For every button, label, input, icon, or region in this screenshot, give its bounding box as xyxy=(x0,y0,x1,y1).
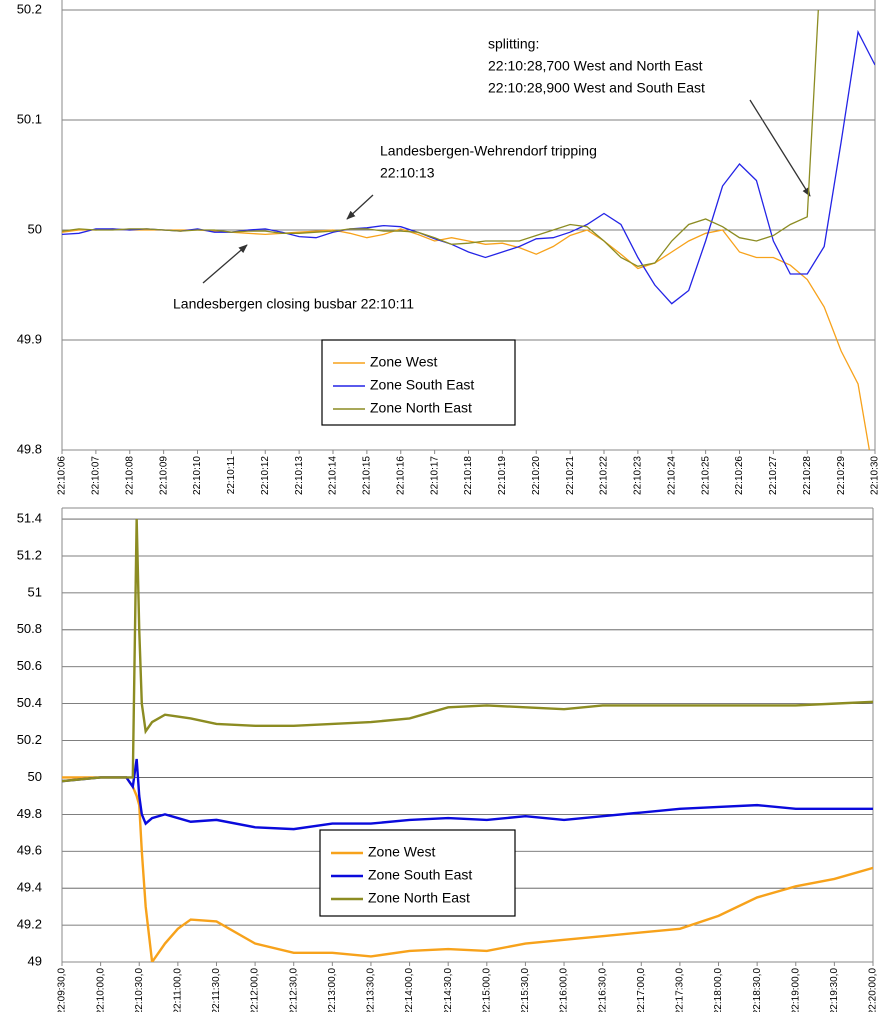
annotation-arrow xyxy=(749,99,811,197)
legend-label: Zone North East xyxy=(370,400,472,416)
x-tick-label: 22:12:30,0 xyxy=(288,968,299,1012)
x-tick-label: 22:20:00,0 xyxy=(868,968,879,1012)
x-tick-label: 22:16:00,0 xyxy=(559,968,570,1012)
x-tick-label: 22:10:06 xyxy=(57,456,68,495)
x-tick-label: 22:13:00,0 xyxy=(327,968,338,1012)
x-tick-label: 22:16:30,0 xyxy=(597,968,608,1012)
x-tick-label: 22:10:13 xyxy=(294,456,305,495)
x-tick-label: 22:10:16 xyxy=(395,456,406,495)
y-tick-label: 49.8 xyxy=(17,806,42,821)
x-tick-label: 22:10:21 xyxy=(565,456,576,495)
annotation: 22:10:28,900 West and South East xyxy=(488,80,705,96)
plot-area xyxy=(62,519,873,962)
y-tick-label: 49.8 xyxy=(17,441,42,456)
y-tick-label: 50 xyxy=(28,769,42,784)
legend-box xyxy=(321,339,516,426)
x-tick-label: 22:18:00,0 xyxy=(713,968,724,1012)
x-tick-label: 22:10:30,0 xyxy=(134,968,145,1012)
x-tick-label: 22:10:09 xyxy=(158,456,169,495)
legend-label: Zone West xyxy=(368,844,436,860)
x-tick-label: 22:10:14 xyxy=(328,456,339,495)
x-tick-label: 22:10:20 xyxy=(531,456,542,495)
x-tick-label: 22:10:29 xyxy=(836,456,847,495)
y-tick-label: 49.6 xyxy=(17,843,42,858)
series-line xyxy=(62,10,819,267)
x-tick-label: 22:10:19 xyxy=(497,456,508,495)
y-tick-label: 49.4 xyxy=(17,880,42,895)
y-tick-label: 50.2 xyxy=(17,732,42,747)
annotation: Landesbergen-Wehrendorf tripping xyxy=(380,143,597,159)
y-tick-label: 50.4 xyxy=(17,695,42,710)
x-tick-label: 22:17:00,0 xyxy=(636,968,647,1012)
x-tick-label: 22:10:24 xyxy=(666,456,677,495)
x-tick-label: 22:10:08 xyxy=(124,456,135,495)
y-tick-label: 49.9 xyxy=(17,331,42,346)
y-tick-label: 50.6 xyxy=(17,658,42,673)
y-tick-label: 49 xyxy=(28,953,42,968)
y-tick-label: 49.2 xyxy=(17,917,42,932)
x-tick-label: 22:10:15 xyxy=(362,456,373,495)
chart: 49 49.2 49.4 49.6 49.8 50 50.2 50.4 50.6 50.8 51 51… xyxy=(17,507,879,1012)
annotation: Landesbergen closing busbar 22:10:11 xyxy=(173,296,414,312)
x-tick-label: 22:10:18 xyxy=(463,456,474,495)
legend-label: Zone North East xyxy=(368,890,470,906)
series-line xyxy=(62,776,873,962)
x-tick-label: 22:10:26 xyxy=(734,456,745,495)
series-line xyxy=(62,519,873,783)
x-tick-label: 22:10:22 xyxy=(599,456,610,495)
x-tick-label: 22:10:27 xyxy=(768,456,779,495)
y-tick-label: 50.2 xyxy=(17,1,42,16)
x-tick-label: 22:10:25 xyxy=(700,456,711,495)
x-tick-label: 22:12:00,0 xyxy=(250,968,261,1012)
x-tick-label: 22:09:30,0 xyxy=(57,968,68,1012)
x-tick-label: 22:10:30 xyxy=(870,456,879,495)
x-tick-label: 22:15:00,0 xyxy=(481,968,492,1012)
x-tick-label: 22:10:12 xyxy=(260,456,271,495)
x-tick-label: 22:15:30,0 xyxy=(520,968,531,1012)
x-tick-label: 22:10:17 xyxy=(429,456,440,495)
x-tick-label: 22:13:30,0 xyxy=(366,968,377,1012)
x-tick-label: 22:10:11 xyxy=(226,456,237,495)
x-tick-label: 22:19:00,0 xyxy=(790,968,801,1012)
x-tick-label: 22:10:00,0 xyxy=(95,968,106,1012)
x-tick-label: 22:19:30,0 xyxy=(829,968,840,1012)
legend-label: Zone South East xyxy=(368,867,472,883)
annotation: 22:10:28,700 West and North East xyxy=(488,58,703,74)
x-tick-label: 22:17:30,0 xyxy=(675,968,686,1012)
x-tick-label: 22:14:30,0 xyxy=(443,968,454,1012)
x-tick-label: 22:18:30,0 xyxy=(752,968,763,1012)
legend-box xyxy=(319,829,516,917)
y-tick-label: 51.2 xyxy=(17,547,42,562)
y-tick-label: 50.1 xyxy=(17,111,42,126)
annotation: splitting: xyxy=(488,36,539,52)
series-line xyxy=(62,758,873,831)
y-tick-label: 51 xyxy=(28,584,42,599)
x-tick-label: 22:10:23 xyxy=(633,456,644,495)
series-line xyxy=(62,29,875,305)
plot-area xyxy=(62,10,875,450)
annotation-arrow xyxy=(202,244,248,284)
x-tick-label: 22:10:28 xyxy=(802,456,813,495)
x-tick-label: 22:10:10 xyxy=(192,456,203,495)
y-tick-label: 50 xyxy=(28,221,42,236)
legend: Zone West Zone South East Zone North East xyxy=(321,339,516,426)
x-tick-label: 22:11:00,0 xyxy=(172,968,183,1012)
annotation: 22:10:13 xyxy=(380,165,435,181)
chart: 49.8 49.9 50 50.1 50.2 22:10:06 22:10:07 22:10:… xyxy=(17,0,879,495)
x-tick-label: 22:11:30,0 xyxy=(211,968,222,1012)
annotation-arrow xyxy=(346,194,374,220)
y-tick-label: 50.8 xyxy=(17,621,42,636)
x-tick-label: 22:10:07 xyxy=(91,456,102,495)
x-tick-label: 22:14:00,0 xyxy=(404,968,415,1012)
legend-label: Zone West xyxy=(370,354,438,370)
legend: Zone West Zone South East Zone North East xyxy=(319,829,516,917)
legend-label: Zone South East xyxy=(370,377,474,393)
y-tick-label: 51.4 xyxy=(17,511,42,526)
